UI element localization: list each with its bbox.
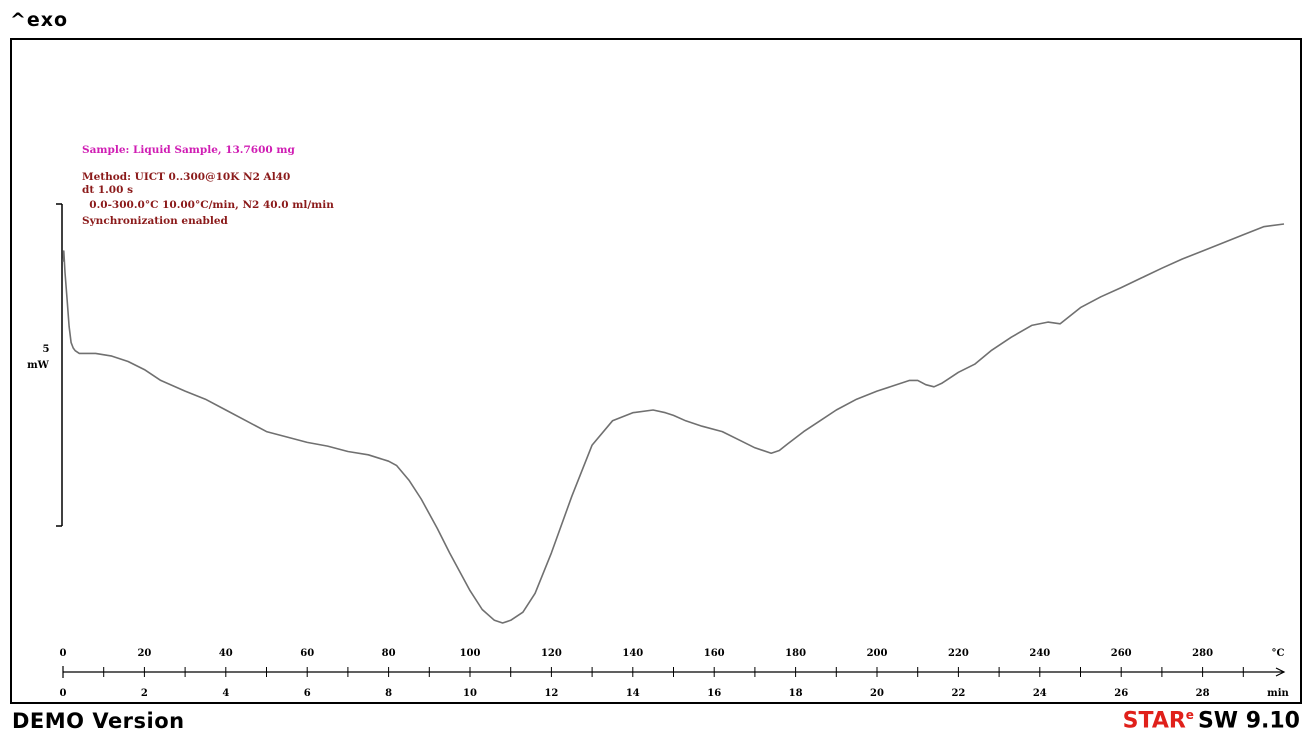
x-tick-label-temperature: 40 xyxy=(219,648,233,659)
x-tick-label-time: 0 xyxy=(60,688,67,699)
x-tick-label-time: 20 xyxy=(870,688,884,699)
x-tick-label-time: 16 xyxy=(707,688,721,699)
x-tick-label-time: 24 xyxy=(1033,688,1047,699)
x-tick-label-time: 12 xyxy=(544,688,558,699)
x-axis-unit-time: min xyxy=(1267,688,1289,699)
demo-version-label: DEMO Version xyxy=(12,709,185,733)
x-tick-label-time: 4 xyxy=(222,688,229,699)
x-tick-label-time: 6 xyxy=(304,688,311,699)
x-tick-label-time: 28 xyxy=(1196,688,1210,699)
method-info: Method: UICT 0..300@10K N2 Al40 xyxy=(82,171,291,183)
x-tick-label-temperature: 220 xyxy=(948,648,969,659)
x-axes: 0 20 40 60 80 100 120 140 160 180 200 220 240 260 2800… xyxy=(60,648,1290,699)
segment-info: 0.0-300.0°C 10.00°C/min, N2 40.0 ml/min xyxy=(82,199,334,211)
x-tick-label-time: 8 xyxy=(385,688,392,699)
series-layer xyxy=(62,223,1285,624)
scale-bar: 5 mW xyxy=(27,203,63,527)
x-tick-label-temperature: 260 xyxy=(1111,648,1132,659)
x-tick-label-temperature: 20 xyxy=(137,648,151,659)
plot-frame: 5 mW 0 20 40 60 80 100 120 140 160 180 200 220 240 260… xyxy=(10,38,1302,704)
x-tick-label-temperature: 120 xyxy=(541,648,562,659)
x-tick-label-temperature: 160 xyxy=(704,648,725,659)
x-axis-unit-temperature: °C xyxy=(1272,648,1285,659)
x-tick-label-temperature: 180 xyxy=(785,648,806,659)
x-tick-label-temperature: 100 xyxy=(460,648,481,659)
x-tick-label-temperature: 200 xyxy=(867,648,888,659)
x-tick-label-temperature: 140 xyxy=(622,648,643,659)
x-tick-label-temperature: 80 xyxy=(382,648,396,659)
x-tick-label-temperature: 60 xyxy=(300,648,314,659)
sample-info: Sample: Liquid Sample, 13.7600 mg xyxy=(82,144,295,156)
x-axis-arrow xyxy=(1275,667,1286,677)
x-tick-label-time: 18 xyxy=(789,688,803,699)
brand-name: STAR xyxy=(1122,708,1186,733)
x-tick-label-time: 26 xyxy=(1114,688,1128,699)
series-line xyxy=(62,223,1285,624)
x-tick-label-temperature: 0 xyxy=(60,648,67,659)
dt-info: dt 1.00 s xyxy=(82,184,133,196)
dsc-chart: 5mW 0 20 40 60 80 100 120 140 160 180 200 220 240 260… xyxy=(27,203,1290,699)
x-tick-label-temperature: 240 xyxy=(1029,648,1050,659)
scale-bar-value: 5 xyxy=(43,344,50,355)
scale-bar-unit: mW xyxy=(27,360,50,371)
exo-direction-label: ^exo xyxy=(10,9,69,31)
x-tick-label-time: 2 xyxy=(141,688,148,699)
x-tick-label-time: 22 xyxy=(951,688,965,699)
brand-mark: e xyxy=(1185,708,1194,722)
x-tick-label-time: 10 xyxy=(463,688,477,699)
software-version: SW 9.10 xyxy=(1197,708,1300,733)
x-tick-label-temperature: 280 xyxy=(1192,648,1213,659)
software-brand: STARe SW 9.10 xyxy=(1123,708,1300,733)
sync-info: Synchronization enabled xyxy=(82,215,228,227)
x-tick-label-time: 14 xyxy=(626,688,640,699)
